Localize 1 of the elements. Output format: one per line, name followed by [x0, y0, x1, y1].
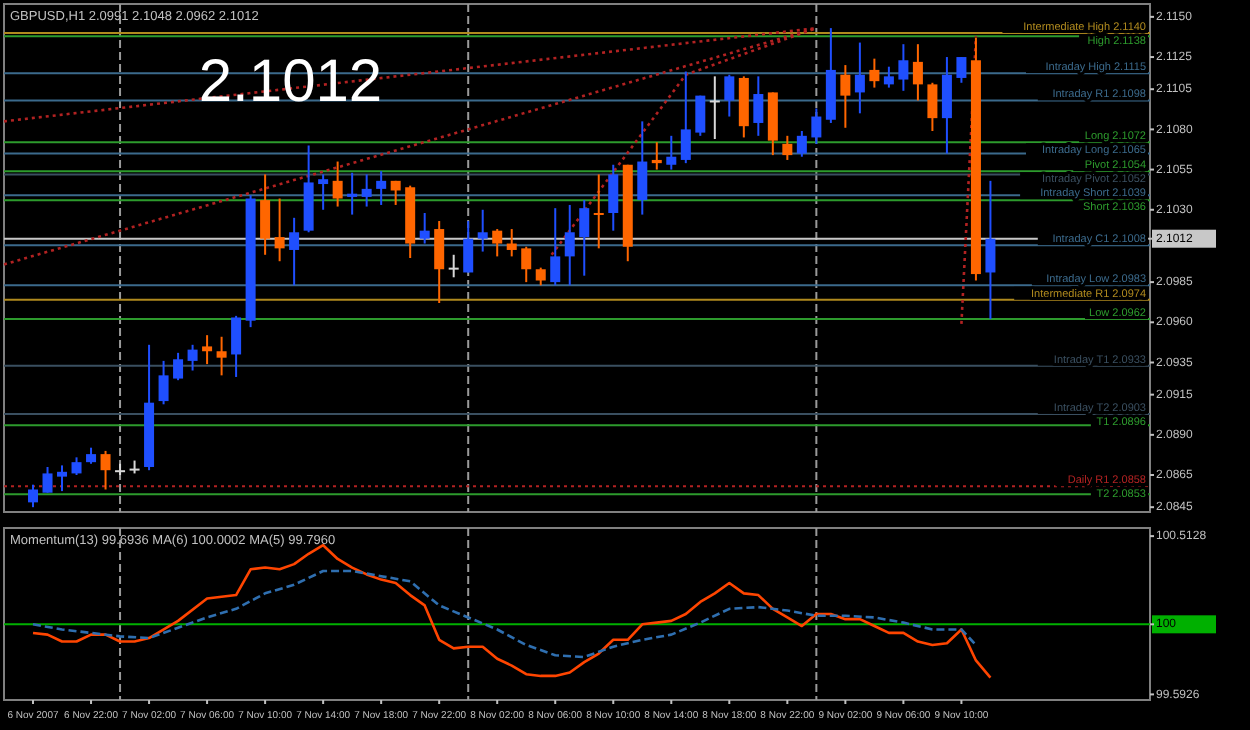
annotation: 2.1012	[198, 48, 383, 115]
